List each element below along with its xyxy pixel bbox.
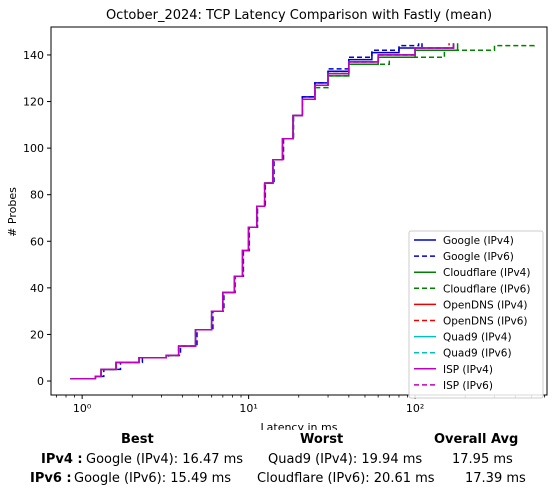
legend-label: ISP (IPv4)	[443, 364, 493, 376]
y-axis-label: # Probes	[6, 187, 19, 237]
plot-area	[50, 26, 548, 396]
series-line-9	[70, 43, 455, 380]
legend-label: Cloudflare (IPv4)	[443, 267, 530, 279]
cdf-chart: October_2024: TCP Latency Comparison wit…	[6, 8, 548, 430]
x-tick-label: 10²	[406, 402, 424, 415]
summary-row-ipv6-label: IPv6 :	[30, 471, 72, 486]
y-tick-label: 0	[37, 375, 44, 388]
y-axis: 0 20 40 60 80 100 120 140	[23, 49, 51, 388]
summary-row-ipv6-avg: 17.39 ms	[465, 471, 526, 486]
summary-row-ipv4-avg: 17.95 ms	[452, 452, 513, 467]
x-tick-label: 10¹	[239, 402, 257, 415]
series-line-5	[70, 43, 450, 380]
y-tick-label: 20	[30, 328, 44, 341]
summary-row-ipv6-best: Google (IPv6): 15.49 ms	[74, 471, 232, 486]
legend-label: OpenDNS (IPv4)	[443, 299, 528, 311]
y-tick-label: 140	[23, 49, 44, 62]
series-line-6	[70, 43, 455, 380]
legend-box	[408, 230, 544, 399]
y-tick-label: 80	[30, 189, 44, 202]
summary-header-worst: Worst	[300, 432, 344, 447]
chart-title: October_2024: TCP Latency Comparison wit…	[106, 8, 492, 23]
legend-label: Google (IPv6)	[443, 251, 514, 263]
summary-row-ipv4-label: IPv4 :	[41, 452, 83, 467]
series-line-4	[70, 43, 455, 380]
legend-label: Cloudflare (IPv6)	[443, 283, 530, 295]
x-tick-label: 10⁰	[73, 402, 92, 415]
series-line-0	[70, 43, 423, 380]
legend-label: Quad9 (IPv4)	[443, 332, 512, 344]
summary-header-best: Best	[121, 432, 154, 447]
legend-label: Google (IPv4)	[443, 235, 514, 247]
summary-row-ipv4-worst: Quad9 (IPv4): 19.94 ms	[268, 452, 423, 467]
y-tick-label: 100	[23, 142, 44, 155]
series-line-1	[70, 43, 420, 380]
series-line-7	[70, 43, 455, 380]
summary-row-ipv4-best: Google (IPv4): 16.47 ms	[86, 452, 244, 467]
legend-label: OpenDNS (IPv6)	[443, 316, 528, 328]
y-tick-label: 40	[30, 282, 44, 295]
summary-header-avg: Overall Avg	[434, 432, 519, 447]
y-tick-label: 60	[30, 235, 44, 248]
legend-label: ISP (IPv6)	[443, 380, 493, 392]
x-axis-label: Latency in ms	[261, 421, 338, 430]
legend: Google (IPv4) Google (IPv6) Cloudflare (IP…	[408, 230, 544, 399]
legend-label: Quad9 (IPv6)	[443, 348, 512, 360]
summary-row-ipv6-worst: Cloudflare (IPv6): 20.61 ms	[257, 471, 435, 486]
series-line-8	[70, 43, 455, 380]
series-line-2	[70, 43, 459, 380]
y-tick-label: 120	[23, 96, 44, 109]
x-axis: 10⁰ 10¹ 10²	[55, 395, 546, 415]
